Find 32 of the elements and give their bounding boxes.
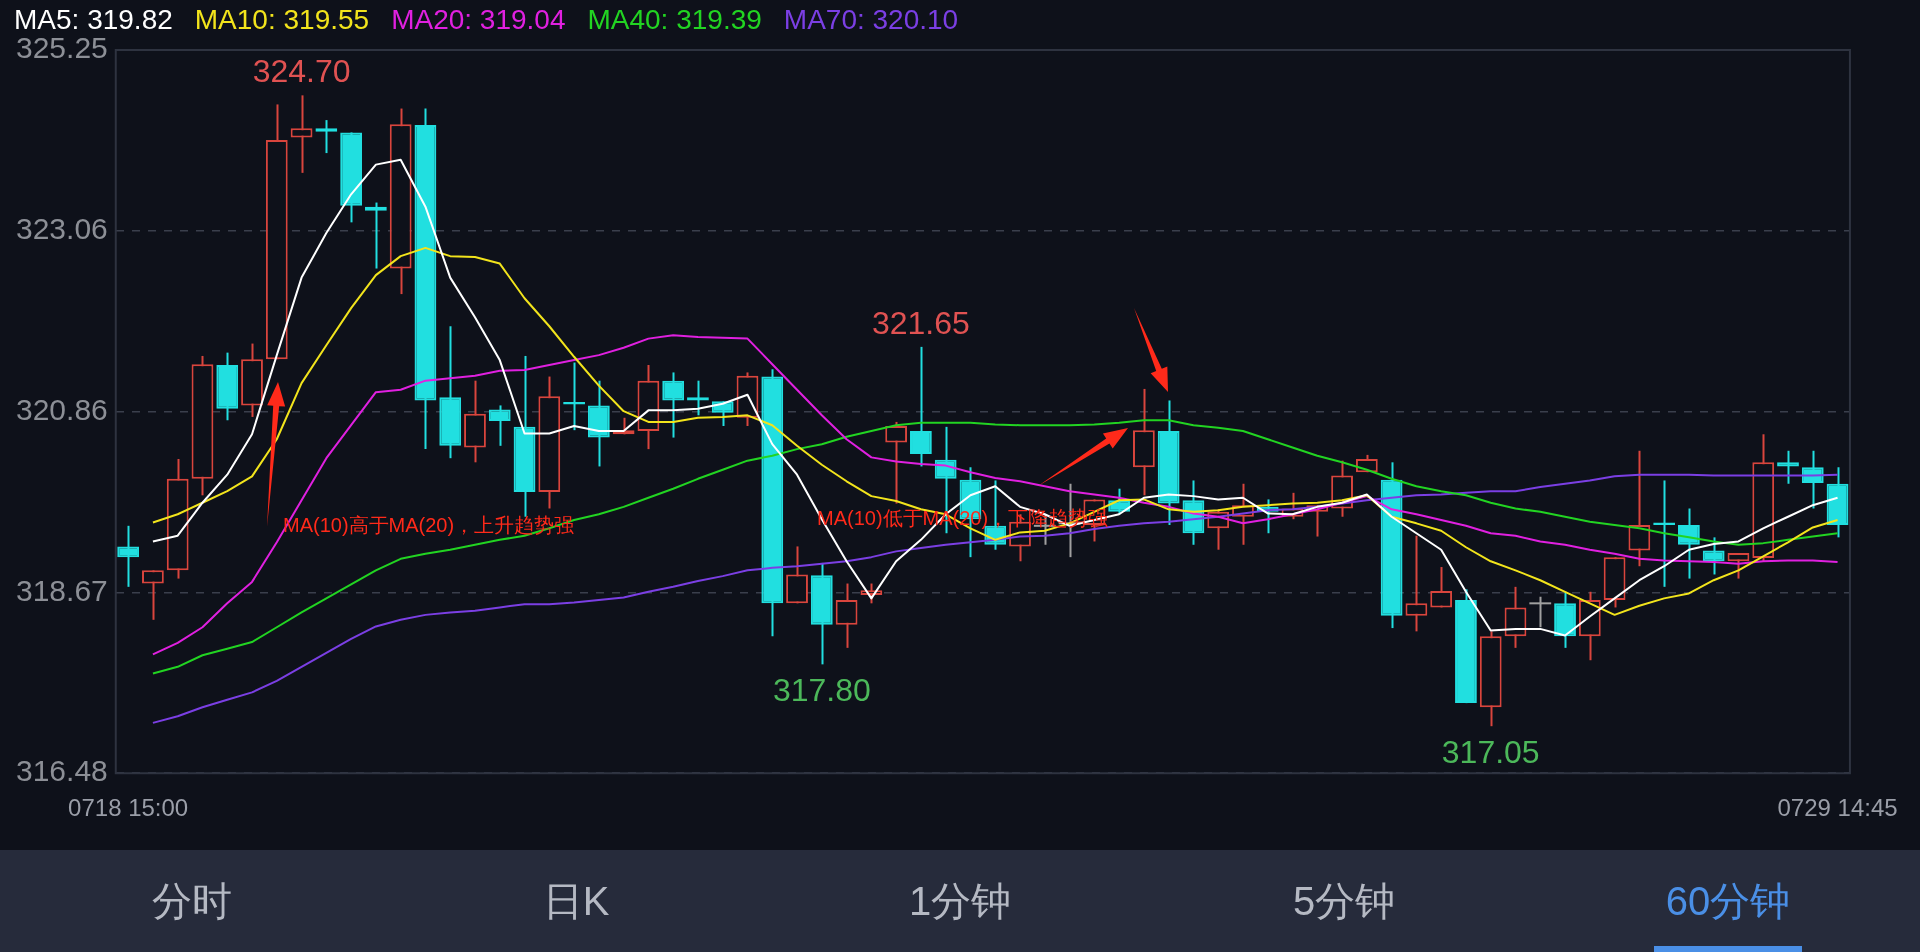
candlestick bbox=[142, 569, 164, 621]
candlestick bbox=[835, 582, 858, 649]
y-tick-label: 320.86 bbox=[15, 393, 108, 427]
text: MA10: 319.55 bbox=[194, 4, 370, 36]
annotation: 317.80 bbox=[772, 672, 871, 709]
candlestick bbox=[1528, 595, 1553, 629]
candlestick bbox=[1702, 536, 1725, 576]
text: 1分钟 bbox=[908, 877, 1012, 925]
text: 分时 bbox=[152, 877, 232, 925]
candlestick bbox=[910, 345, 932, 468]
x-tick-label: 0718 15:00 bbox=[68, 794, 189, 822]
annotation: 321.65 bbox=[871, 304, 970, 341]
candlestick bbox=[290, 94, 313, 174]
text: MA40: 319.39 bbox=[587, 4, 762, 36]
x-tick-label: 0729 14:45 bbox=[1777, 794, 1898, 822]
candlestick bbox=[488, 404, 511, 447]
annotation: 317.05 bbox=[1441, 734, 1540, 771]
text: 日K bbox=[542, 877, 610, 925]
text: 5分钟 bbox=[1292, 877, 1396, 925]
candlestick bbox=[1430, 566, 1453, 609]
candlestick bbox=[1405, 534, 1428, 633]
text: 60分钟 bbox=[1665, 877, 1791, 925]
candlestick bbox=[885, 420, 908, 505]
candlestick bbox=[1628, 449, 1651, 568]
y-tick-label: 323.06 bbox=[15, 211, 108, 245]
candlestick bbox=[117, 524, 140, 588]
text: MA70: 320.10 bbox=[783, 4, 959, 36]
candlestick bbox=[662, 371, 685, 439]
y-tick-label: 318.67 bbox=[15, 573, 108, 607]
annotation: 324.70 bbox=[252, 53, 351, 90]
text: MA20: 319.04 bbox=[391, 4, 566, 36]
y-tick-label: 316.48 bbox=[15, 754, 108, 788]
